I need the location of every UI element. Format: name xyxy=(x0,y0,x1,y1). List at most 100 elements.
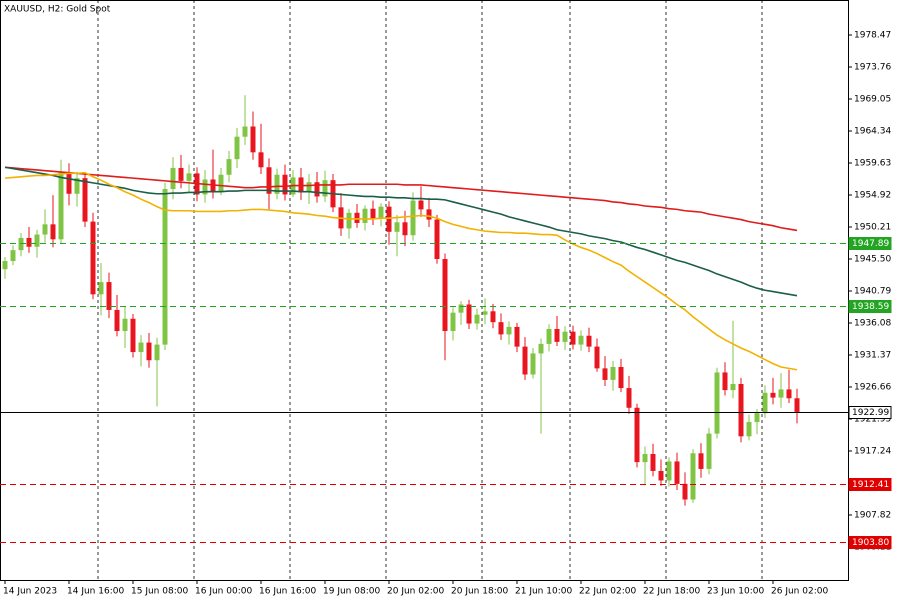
y-tick-label: 1936.08 xyxy=(854,318,891,328)
candle-body xyxy=(98,282,104,295)
candle-body xyxy=(770,392,776,398)
candle-body xyxy=(490,311,496,323)
candle-body xyxy=(314,182,320,197)
candle-body xyxy=(562,331,568,342)
candle-body xyxy=(218,174,224,192)
candle-body xyxy=(306,182,312,193)
x-tick-label: 20 Jun 02:00 xyxy=(387,587,444,597)
candle-body xyxy=(666,461,672,481)
candle-body xyxy=(626,388,632,408)
candle-body xyxy=(466,304,472,324)
candle-body xyxy=(762,392,768,414)
candle-body xyxy=(226,159,232,175)
price-level-label: 1938.59 xyxy=(852,302,889,312)
candle-body xyxy=(458,304,464,313)
candle-body xyxy=(594,346,600,369)
candle-body xyxy=(18,237,24,251)
candle-body xyxy=(50,224,56,240)
candle-body xyxy=(202,179,208,195)
moving-average xyxy=(4,166,798,232)
price-level-box xyxy=(848,300,892,313)
y-tick-label: 1969.05 xyxy=(854,94,891,104)
price-level-label: 1947.89 xyxy=(852,239,889,249)
y-tick-label: 1950.21 xyxy=(854,222,891,232)
candle-body xyxy=(730,383,736,391)
candle-body xyxy=(682,483,688,500)
candle-body xyxy=(274,174,280,194)
x-tick-label: 15 Jun 08:00 xyxy=(131,587,188,597)
candle-body xyxy=(618,367,624,389)
candle-body xyxy=(250,126,256,153)
y-tick-label: 1954.92 xyxy=(854,190,891,200)
x-tick-label: 16 Jun 16:00 xyxy=(259,587,316,597)
candle-body xyxy=(162,189,168,345)
candle-body xyxy=(442,258,448,332)
x-tick-label: 14 Jun 16:00 xyxy=(67,587,124,597)
candle-body xyxy=(114,309,120,332)
candle-body xyxy=(282,174,288,195)
candle-body xyxy=(82,178,88,222)
price-level-box xyxy=(848,237,892,250)
candle-body xyxy=(706,433,712,469)
candle-body xyxy=(122,318,128,332)
candle-body xyxy=(394,222,400,232)
candle-body xyxy=(146,342,152,361)
y-tick-label: 1926.66 xyxy=(854,382,891,392)
x-tick-label: 16 Jun 00:00 xyxy=(195,587,252,597)
candle-body xyxy=(34,234,40,247)
x-tick-label: 23 Jun 10:00 xyxy=(707,587,764,597)
candle-body xyxy=(26,237,32,247)
candle-body xyxy=(578,335,584,345)
y-tick-label: 1917.24 xyxy=(854,446,891,456)
candle-body xyxy=(410,200,416,236)
candle-body xyxy=(370,208,376,219)
candle-body xyxy=(386,206,392,232)
candle-body xyxy=(154,344,160,361)
candle-body xyxy=(402,222,408,236)
candle-body xyxy=(546,328,552,344)
price-level-box xyxy=(848,406,892,419)
candle-body xyxy=(722,372,728,391)
candle-body xyxy=(650,453,656,471)
candle-body xyxy=(754,413,760,423)
candle-body xyxy=(658,470,664,481)
y-tick-label: 1973.76 xyxy=(854,62,891,72)
candle-body xyxy=(778,389,784,398)
y-tick-label: 1978.47 xyxy=(854,30,891,40)
candle-body xyxy=(610,367,616,380)
candle-body xyxy=(538,343,544,354)
price-level-box xyxy=(848,478,892,491)
candle-body xyxy=(602,368,608,380)
x-tick-label: 22 Jun 18:00 xyxy=(643,587,700,597)
candle-body xyxy=(738,383,744,437)
candle-body xyxy=(714,372,720,434)
x-tick-label: 21 Jun 10:00 xyxy=(515,587,572,597)
candle-body xyxy=(506,326,512,335)
candle-body xyxy=(698,453,704,469)
candle-body xyxy=(258,152,264,168)
y-tick-label: 1921.95 xyxy=(854,414,891,424)
candle-body xyxy=(186,173,192,181)
x-tick-label: 26 Jun 02:00 xyxy=(771,587,828,597)
candle-body xyxy=(170,167,176,190)
price-level-label: 1912.41 xyxy=(852,480,889,490)
y-tick-label: 1931.37 xyxy=(854,350,891,360)
candle-body xyxy=(74,178,80,194)
candle-body xyxy=(266,167,272,194)
candle-body xyxy=(634,407,640,463)
x-tick-label: 22 Jun 02:00 xyxy=(579,587,636,597)
candle-body xyxy=(346,212,352,229)
candle-body xyxy=(690,453,696,500)
moving-average xyxy=(4,171,798,371)
y-tick-label: 1945.50 xyxy=(854,254,891,264)
chart-title: XAUUSD, H2: Gold Spot xyxy=(4,5,111,15)
moving-average xyxy=(4,166,798,297)
candle-body xyxy=(450,312,456,332)
candle-body xyxy=(66,172,72,194)
price-level-label: 1903.80 xyxy=(852,538,889,548)
candle-body xyxy=(90,221,96,295)
x-tick-label: 19 Jun 08:00 xyxy=(323,587,380,597)
candle-body xyxy=(378,206,384,219)
price-level-box xyxy=(848,536,892,549)
